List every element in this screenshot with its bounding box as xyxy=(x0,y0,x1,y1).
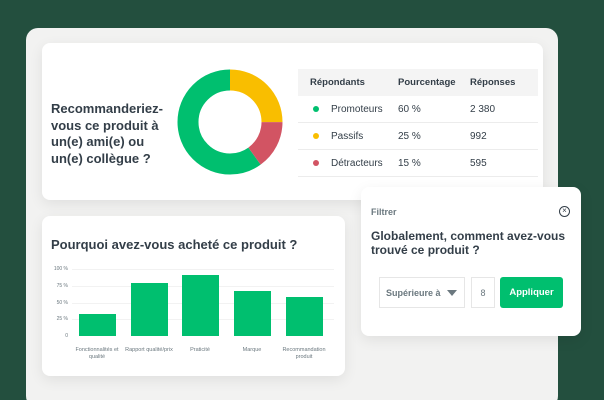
x-label: Marque xyxy=(242,347,262,353)
nps-question: Recommanderiez-vous ce produit à un(e) a… xyxy=(51,101,163,166)
row-label: Promoteurs xyxy=(331,103,383,115)
passive-dot-icon xyxy=(313,133,319,139)
y-tick: 100 % xyxy=(53,266,68,272)
apply-button[interactable]: Appliquer xyxy=(500,277,563,308)
detractor-dot-icon xyxy=(313,160,319,166)
x-label: Praticité xyxy=(190,347,210,353)
filter-panel: Filtrer × Globalement, comment avez-vous… xyxy=(361,187,581,336)
row-label: Détracteurs xyxy=(331,157,383,169)
y-tick: 75 % xyxy=(56,283,68,289)
table-row: Détracteurs 15 % 595 xyxy=(298,150,538,177)
bar-rapport-qualite-prix xyxy=(131,283,168,336)
bar-chart: 100 % 75 % 50 % 25 % 0 Fonctionnalités e… xyxy=(42,266,345,366)
filter-title: Filtrer xyxy=(371,207,397,217)
table-header: Répondants Pourcentage Réponses xyxy=(298,69,538,96)
bar-marque xyxy=(234,291,271,336)
row-percent: 25 % xyxy=(398,130,421,142)
row-responses: 992 xyxy=(470,130,487,142)
y-tick: 0 xyxy=(65,333,68,339)
operator-value: Supérieure à xyxy=(386,287,441,298)
caret-down-icon xyxy=(446,289,457,296)
promoter-dot-icon xyxy=(313,106,319,112)
nps-card: Recommanderiez-vous ce produit à un(e) a… xyxy=(42,43,543,200)
operator-dropdown[interactable]: Supérieure à xyxy=(379,277,465,308)
purchase-reasons-card: Pourquoi avez-vous acheté ce produit ? 1… xyxy=(42,216,345,376)
close-icon[interactable]: × xyxy=(559,206,570,217)
row-label: Passifs xyxy=(331,130,364,142)
y-tick: 25 % xyxy=(56,316,68,322)
table-row: Promoteurs 60 % 2 380 xyxy=(298,96,538,123)
header-responses: Réponses xyxy=(470,77,516,88)
bar-recommandation xyxy=(286,297,323,336)
nps-donut-chart xyxy=(177,69,283,175)
y-tick: 50 % xyxy=(56,300,68,306)
respondents-table: Répondants Pourcentage Réponses Promoteu… xyxy=(298,69,538,177)
row-responses: 595 xyxy=(470,157,487,169)
x-label: Recommandation produit xyxy=(282,347,326,360)
value-input[interactable]: 8 xyxy=(471,277,495,308)
row-percent: 60 % xyxy=(398,103,421,115)
filter-question: Globalement, comment avez-vous trouvé ce… xyxy=(371,229,566,257)
header-percentage: Pourcentage xyxy=(398,77,456,88)
x-label: Rapport qualité/prix xyxy=(125,347,173,353)
bar-fonctionnalites xyxy=(79,314,116,336)
header-respondants: Répondants xyxy=(310,77,365,88)
x-label: Fonctionnalités et qualité xyxy=(75,347,119,360)
table-row: Passifs 25 % 992 xyxy=(298,123,538,150)
row-percent: 15 % xyxy=(398,157,421,169)
bar-praticite xyxy=(182,275,219,336)
row-responses: 2 380 xyxy=(470,103,496,115)
bar-chart-title: Pourquoi avez-vous acheté ce produit ? xyxy=(51,237,298,252)
